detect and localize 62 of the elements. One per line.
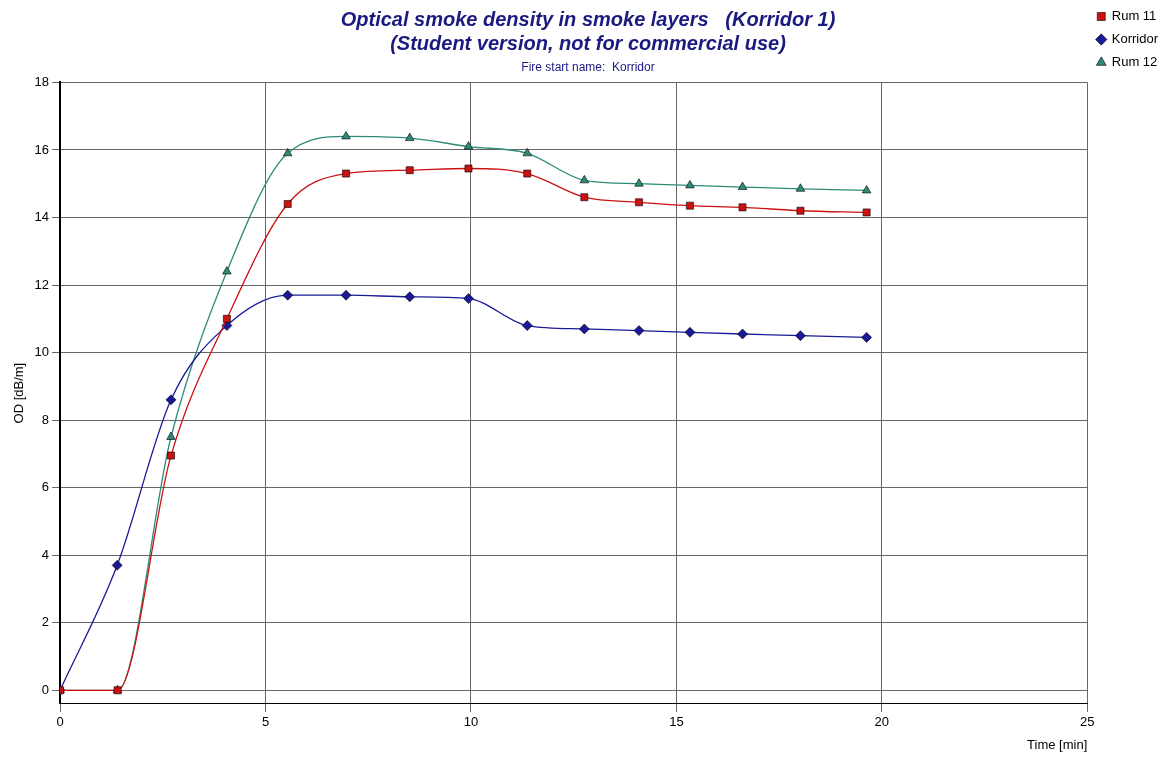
y-tick-label: 6 xyxy=(41,479,50,495)
point xyxy=(861,185,872,194)
point xyxy=(796,206,805,215)
point xyxy=(405,166,414,175)
point xyxy=(523,169,532,178)
point xyxy=(738,203,747,212)
point xyxy=(579,175,589,184)
point xyxy=(685,180,695,189)
point xyxy=(222,266,232,275)
point xyxy=(861,332,872,343)
y-tick-label: 4 xyxy=(41,546,50,562)
point xyxy=(283,148,293,157)
point xyxy=(633,325,645,336)
point xyxy=(342,169,350,178)
legend-label: Rum 12 xyxy=(1111,54,1158,70)
x-tick-label: 15 xyxy=(669,714,684,730)
y-tick-label: 18 xyxy=(34,73,50,89)
point xyxy=(862,208,871,217)
y-tick-label: 8 xyxy=(41,411,50,427)
point xyxy=(686,201,694,210)
point xyxy=(634,178,644,187)
x-tick-label: 0 xyxy=(56,714,64,730)
point xyxy=(795,183,806,192)
point xyxy=(737,181,748,190)
point xyxy=(579,323,590,335)
y-axis-title: OD [dB/m] xyxy=(11,362,27,424)
point xyxy=(464,164,473,173)
point xyxy=(463,141,474,150)
y-tick-label: 0 xyxy=(41,681,50,697)
y-tick-label: 14 xyxy=(34,209,50,225)
point xyxy=(522,148,532,157)
point xyxy=(340,289,352,301)
y-tick-label: 2 xyxy=(41,614,50,630)
point xyxy=(283,200,292,208)
point xyxy=(635,198,643,207)
point xyxy=(166,431,176,440)
point xyxy=(405,132,415,141)
chart-subtitle: Fire start name: Korridor xyxy=(521,59,655,74)
point xyxy=(341,131,351,140)
x-tick-label: 20 xyxy=(874,714,890,730)
point xyxy=(737,328,748,340)
x-axis-title: Time [min] xyxy=(1027,736,1088,752)
point xyxy=(223,314,231,323)
legend-label: Rum 11 xyxy=(1111,8,1157,24)
x-tick-label: 25 xyxy=(1080,714,1095,730)
y-tick-label: 16 xyxy=(34,141,50,157)
y-tick-label: 12 xyxy=(34,276,50,292)
point xyxy=(404,291,416,303)
point xyxy=(111,560,123,571)
y-tick-label: 10 xyxy=(34,344,50,360)
point xyxy=(282,289,293,301)
legend-label: Korridor xyxy=(1111,31,1159,47)
point xyxy=(167,451,175,460)
x-tick-label: 10 xyxy=(463,714,479,730)
point xyxy=(684,327,696,338)
point xyxy=(521,320,533,331)
point xyxy=(463,293,474,304)
point xyxy=(580,193,589,202)
x-tick-label: 5 xyxy=(261,714,270,730)
chart-title: Optical smoke density in smoke layers (Korridor 1) (Student version, not for commercial use) xyxy=(340,7,836,54)
point xyxy=(165,394,177,406)
point xyxy=(795,330,806,341)
